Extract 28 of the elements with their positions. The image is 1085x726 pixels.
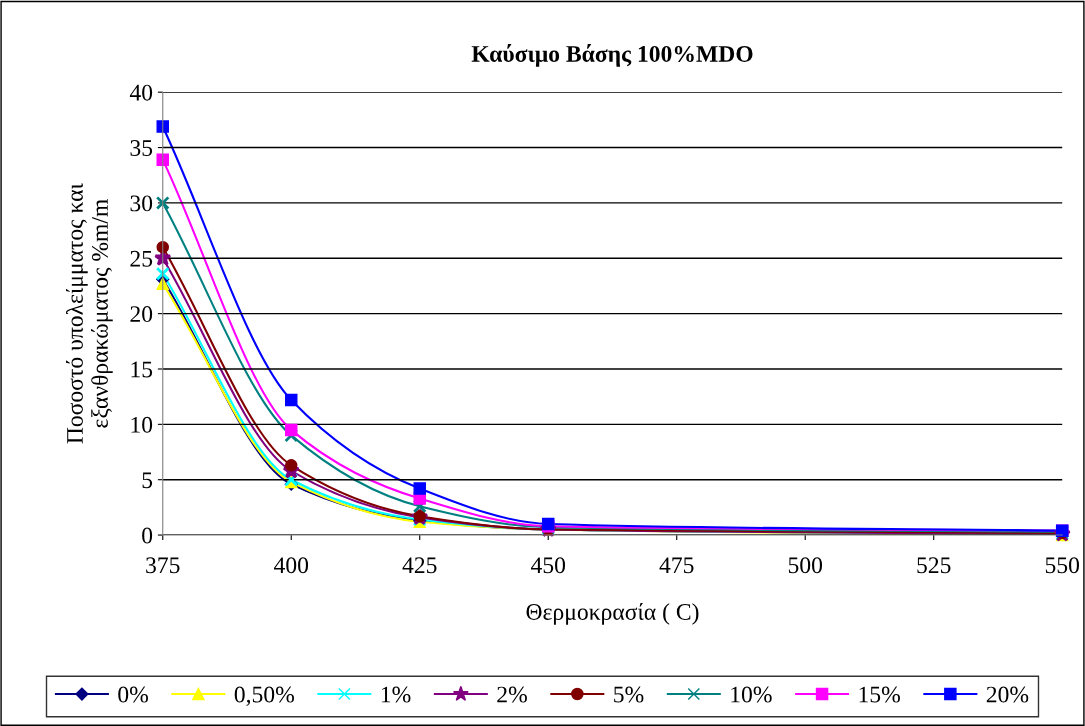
legend-label: 5% <box>614 686 644 703</box>
x-axis-title: Θερμοκρασία ( C) <box>526 603 699 625</box>
x-tick-label: 500 <box>788 557 823 574</box>
x-tick-label: 525 <box>917 557 951 574</box>
x-tick-label: 400 <box>274 557 309 574</box>
legend-label: 15% <box>859 686 900 703</box>
y-tick-label: 20 <box>130 306 153 323</box>
x-tick-label: 550 <box>1045 557 1080 574</box>
x-tick-label: 475 <box>659 557 694 574</box>
chart-title: Καύσιμο Βάσης 100%MDO <box>471 44 753 67</box>
legend-label: 0,50% <box>234 686 294 706</box>
legend-label: 10% <box>731 686 772 703</box>
y-tick-label: 5 <box>142 472 153 489</box>
y-tick-label: 25 <box>130 250 153 267</box>
legend-label: 20% <box>986 686 1029 703</box>
x-tick-label: 450 <box>530 557 566 574</box>
y-tick-label: 35 <box>130 140 153 156</box>
y-tick-label: 40 <box>129 84 153 101</box>
legend-label: 0% <box>118 686 149 703</box>
y-tick-label: 0 <box>142 527 153 544</box>
y-tick-label: 15 <box>131 361 153 378</box>
legend-label: 1% <box>381 686 411 703</box>
y-tick-label: 30 <box>130 195 153 212</box>
x-tick-label: 375 <box>146 557 180 574</box>
x-tick-label: 425 <box>402 557 437 574</box>
legend-label: 2% <box>497 686 527 703</box>
y-tick-label: 10 <box>131 416 153 433</box>
y-axis-title: Ποσοστό υπολείμματος και εξανθρακώματος %m/m <box>66 183 113 444</box>
